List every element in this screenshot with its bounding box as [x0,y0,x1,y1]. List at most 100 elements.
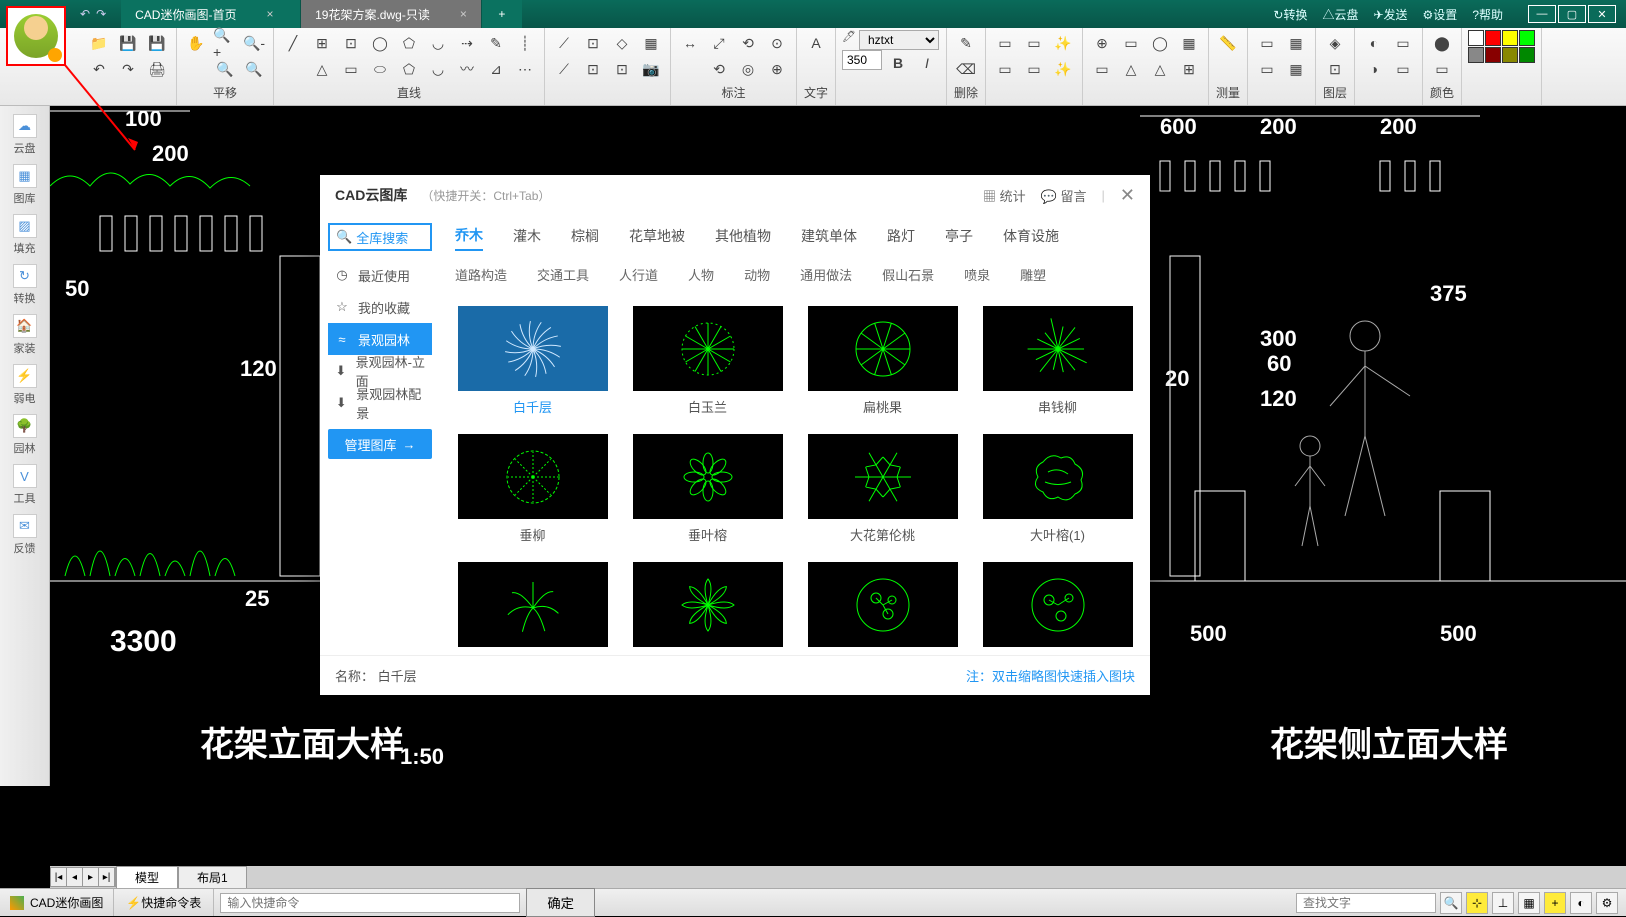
tool-button[interactable]: ┊ [512,30,538,56]
tool-button[interactable]: ▭ [338,56,364,82]
tool-button[interactable] [280,56,306,82]
color-swatch[interactable] [1519,30,1535,46]
tool-button[interactable]: ▭ [1254,30,1280,56]
library-item[interactable] [805,562,960,647]
library-item[interactable]: 白千层 [455,306,610,416]
library-item[interactable]: 大花第伦桃 [805,434,960,544]
tool-button[interactable]: ⊡ [580,30,606,56]
tool-button[interactable]: ◇ [609,30,635,56]
tool-button[interactable]: ↶ [86,56,112,82]
color-swatch[interactable] [1468,47,1484,63]
tool-button[interactable]: ✎ [953,30,979,56]
tool-button[interactable]: ▭ [1254,56,1280,82]
layout-tab[interactable]: 布局1 [178,866,247,889]
tool-button[interactable]: ✎ [483,30,509,56]
tool-button[interactable]: 🖨 [144,56,170,82]
library-item[interactable] [630,562,785,647]
quick-command-button[interactable]: ⚡快捷命令表 [114,889,214,916]
tool-button[interactable]: ↷ [115,56,141,82]
subcategory-tab[interactable]: 雕塑 [1020,265,1046,288]
color-icon[interactable]: ◐ [1570,892,1592,914]
library-item[interactable]: 扁桃果 [805,306,960,416]
layout-tab[interactable]: 模型 [116,866,178,889]
tool-button[interactable]: ✨ [1050,30,1076,56]
library-item[interactable]: 垂柳 [455,434,610,544]
tool-button[interactable]: ⊞ [1176,56,1202,82]
title-action[interactable]: ⚙设置 [1423,6,1458,23]
category-tab[interactable]: 花草地被 [629,226,685,250]
sidebar-item[interactable]: ▦图库 [7,164,43,206]
tool-button[interactable] [803,56,829,82]
tool-button[interactable]: ⟲ [735,30,761,56]
category-tab[interactable]: 体育设施 [1003,226,1059,250]
library-item[interactable]: 大叶榕(1) [980,434,1135,544]
italic-button[interactable]: I [914,50,940,76]
color-swatch[interactable] [1502,47,1518,63]
tool-button[interactable]: ▦ [1283,56,1309,82]
tool-button[interactable]: ◯ [1147,30,1173,56]
manage-library-button[interactable]: 管理图库 → [328,429,432,459]
tool-button[interactable]: 🔍+ [212,30,238,56]
tool-button[interactable]: 💾 [115,30,141,56]
tool-button[interactable]: ⊞ [309,30,335,56]
close-button[interactable]: ✕ [1588,5,1616,23]
confirm-button[interactable]: 确定 [526,888,595,917]
sidebar-item[interactable]: ✉反馈 [7,514,43,556]
library-category[interactable]: ⬇景观园林配景 [328,387,432,419]
subcategory-tab[interactable]: 人物 [688,265,714,288]
tool-button[interactable]: ◑ [1361,56,1387,82]
library-category[interactable]: ≈景观园林 [328,323,432,355]
tool-button[interactable] [1215,56,1241,82]
tool-button[interactable]: ⊕ [1089,30,1115,56]
settings-icon[interactable]: ⚙ [1596,892,1618,914]
grid-icon[interactable]: ▦ [1518,892,1540,914]
search-icon[interactable]: 🔍 [1440,892,1462,914]
sidebar-item[interactable]: ⚡弱电 [7,364,43,406]
stats-button[interactable]: ▦ 统计 [983,186,1026,205]
library-item[interactable]: 串钱柳 [980,306,1135,416]
tool-button[interactable]: ╱ [280,30,306,56]
tool-button[interactable]: ▭ [1390,56,1416,82]
tool-button[interactable]: ✋ [183,30,209,56]
tool-button[interactable]: ⬤ [1429,30,1455,56]
tool-button[interactable]: ⊡ [338,30,364,56]
tool-button[interactable]: ⤢ [706,30,732,56]
snap-icon[interactable]: ⊹ [1466,892,1488,914]
tool-button[interactable]: ▦ [1283,30,1309,56]
font-select[interactable]: hztxt [859,30,939,50]
tool-button[interactable]: ◯ [367,30,393,56]
tool-button[interactable]: ⟋ [551,30,577,56]
tool-button[interactable]: ◈ [1322,30,1348,56]
document-tab[interactable]: 19花架方案.dwg-只读× [301,0,482,28]
title-action[interactable]: △云盘 [1322,6,1358,23]
subcategory-tab[interactable]: 假山石景 [882,265,934,288]
tool-button[interactable]: ⬠ [396,30,422,56]
tool-button[interactable]: ✨ [1050,56,1076,82]
tool-button[interactable]: ▭ [1089,56,1115,82]
ortho-icon[interactable]: ⊥ [1492,892,1514,914]
tool-button[interactable]: 📁 [86,30,112,56]
subcategory-tab[interactable]: 通用做法 [800,265,852,288]
tool-button[interactable]: ⊡ [1322,56,1348,82]
tool-button[interactable]: 📷 [638,56,664,82]
library-category[interactable]: ☆我的收藏 [328,291,432,323]
tool-button[interactable]: ▦ [1176,30,1202,56]
sidebar-item[interactable]: ↻转换 [7,264,43,306]
user-avatar[interactable] [6,6,66,66]
tool-button[interactable]: ⊕ [764,56,790,82]
color-swatch[interactable] [1485,30,1501,46]
subcategory-tab[interactable]: 喷泉 [964,265,990,288]
color-swatch[interactable] [1502,30,1518,46]
tool-button[interactable]: ⟋ [551,56,577,82]
add-tab-button[interactable]: + [482,0,522,28]
category-tab[interactable]: 亭子 [945,226,973,250]
category-tab[interactable]: 灌木 [513,226,541,250]
tool-button[interactable]: 🔍- [241,30,267,56]
undo-icon[interactable]: ↶ [80,7,90,21]
subcategory-tab[interactable]: 动物 [744,265,770,288]
tool-button[interactable]: ↔ [677,30,703,56]
sidebar-item[interactable]: 🏠家装 [7,314,43,356]
color-swatch[interactable] [1519,47,1535,63]
search-input[interactable]: 🔍 全库搜索 [328,223,432,251]
title-action[interactable]: ?帮助 [1472,6,1503,23]
